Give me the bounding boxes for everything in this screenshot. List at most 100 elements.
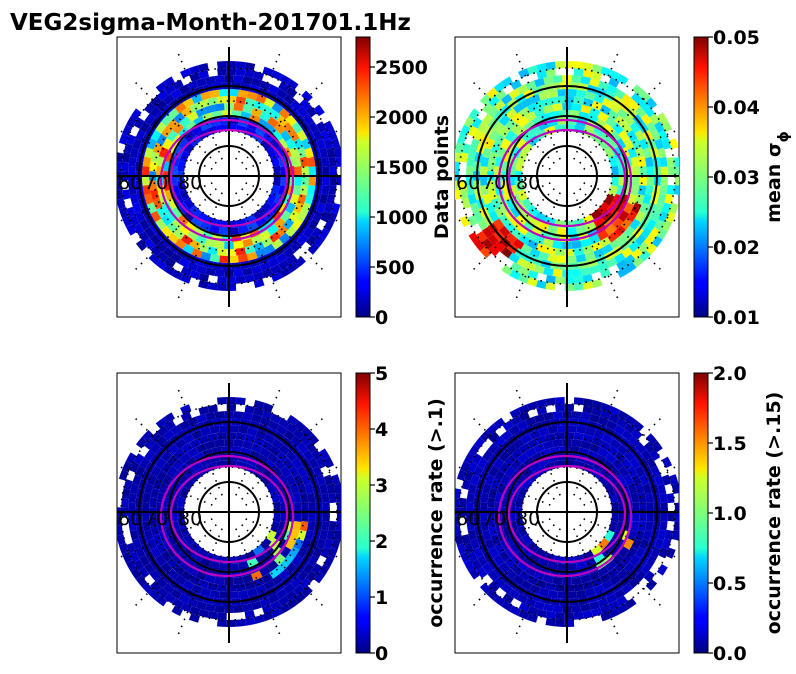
heatmap-bin bbox=[299, 98, 312, 111]
heatmap-bin bbox=[144, 562, 156, 575]
heatmap-bin bbox=[177, 516, 187, 528]
heatmap-bin bbox=[477, 121, 488, 133]
heatmap-bin bbox=[516, 420, 528, 431]
heatmap-bin bbox=[297, 570, 309, 582]
heatmap-bin bbox=[264, 216, 277, 229]
heatmap-bin bbox=[529, 551, 541, 564]
heatmap-bin bbox=[323, 456, 335, 469]
heatmap-bin bbox=[476, 566, 488, 579]
heatmap-bin bbox=[510, 415, 522, 427]
heatmap-bin bbox=[129, 529, 139, 541]
mlt-line-dotted bbox=[455, 518, 551, 560]
heatmap-bin bbox=[182, 243, 195, 255]
colorbar-tick-label: 0.5 bbox=[713, 573, 747, 595]
heatmap-bin bbox=[244, 610, 256, 619]
heatmap-bin bbox=[193, 451, 205, 463]
heatmap-bin bbox=[255, 551, 267, 564]
heatmap-bin bbox=[460, 215, 471, 228]
mlt-line-dotted bbox=[579, 188, 664, 273]
heatmap-bin bbox=[277, 138, 289, 150]
heatmap-bin bbox=[156, 425, 169, 437]
heatmap-bin bbox=[209, 589, 221, 599]
heatmap-bin bbox=[271, 102, 284, 114]
heatmap-bin bbox=[620, 122, 633, 134]
heatmap-bin bbox=[580, 603, 591, 612]
heatmap-bin bbox=[265, 146, 277, 159]
heatmap-bin bbox=[649, 113, 661, 125]
heatmap-bin bbox=[480, 492, 490, 504]
heatmap-bin bbox=[531, 561, 543, 573]
heatmap-bin bbox=[520, 97, 533, 109]
heatmap-bin bbox=[278, 232, 291, 245]
heatmap-bin bbox=[555, 276, 565, 284]
heatmap-bin bbox=[242, 104, 254, 114]
heatmap-bin bbox=[150, 581, 162, 593]
heatmap-bin bbox=[302, 226, 314, 239]
heatmap-bin bbox=[602, 459, 615, 472]
heatmap-bin bbox=[294, 512, 302, 522]
heatmap-bin bbox=[657, 483, 667, 495]
heatmap-bin bbox=[312, 210, 323, 223]
oval-boundary bbox=[169, 128, 289, 228]
heatmap-bin bbox=[554, 397, 565, 405]
colorbar-gradient bbox=[355, 36, 371, 318]
mlt-line-dotted bbox=[470, 524, 555, 609]
heatmap-bin bbox=[498, 550, 511, 563]
heatmap-bin bbox=[626, 465, 638, 478]
heatmap-bin bbox=[608, 607, 621, 619]
heatmap-bin bbox=[661, 456, 673, 469]
heatmap-bin bbox=[498, 450, 511, 463]
heatmap-bin bbox=[291, 218, 303, 231]
heatmap-bin bbox=[473, 129, 484, 142]
heatmap-bin bbox=[498, 114, 511, 127]
heatmap-bin bbox=[480, 502, 488, 512]
heatmap-bin bbox=[217, 68, 227, 76]
heatmap-bin bbox=[635, 442, 647, 454]
heatmap-bin bbox=[557, 89, 567, 97]
heatmap-bin bbox=[516, 593, 528, 604]
heatmap-bin bbox=[271, 574, 284, 586]
heatmap-bin bbox=[263, 579, 276, 591]
heatmap-bin bbox=[149, 497, 158, 508]
heatmap-bin bbox=[612, 217, 624, 230]
heatmap-bin bbox=[251, 443, 263, 454]
heatmap-bin bbox=[198, 70, 210, 80]
colorbar-tick-label: 1500 bbox=[375, 157, 428, 179]
heatmap-bin bbox=[118, 207, 129, 219]
heatmap-bin bbox=[660, 512, 668, 522]
heatmap-bin bbox=[668, 138, 679, 150]
heatmap-bin bbox=[615, 138, 627, 150]
heatmap-bin bbox=[660, 502, 668, 512]
heatmap-bin bbox=[162, 583, 175, 595]
heatmap-bin bbox=[148, 253, 161, 265]
heatmap-bin bbox=[244, 550, 257, 561]
heatmap-bin bbox=[273, 512, 281, 523]
heatmap-bin bbox=[214, 605, 225, 613]
heatmap-bin bbox=[248, 113, 261, 125]
heatmap-bin bbox=[290, 240, 303, 253]
heatmap-bin bbox=[132, 538, 142, 550]
heatmap-bin bbox=[529, 460, 541, 473]
heatmap-bin bbox=[634, 129, 646, 142]
heatmap-bin bbox=[235, 68, 246, 77]
heatmap-bin bbox=[480, 166, 488, 176]
heatmap-bin bbox=[148, 589, 161, 601]
heatmap-bin bbox=[229, 591, 239, 599]
heatmap-bin bbox=[171, 269, 184, 281]
heatmap-bin bbox=[527, 605, 539, 616]
heatmap-bin bbox=[118, 133, 129, 145]
heatmap-bin bbox=[464, 470, 474, 482]
heatmap-bin bbox=[493, 81, 506, 93]
heatmap-bin bbox=[297, 106, 309, 118]
heatmap-bin bbox=[637, 241, 650, 254]
heatmap-bin bbox=[618, 546, 630, 559]
heatmap-bin bbox=[643, 570, 655, 583]
heatmap-bin bbox=[214, 240, 225, 249]
heatmap-bin bbox=[174, 438, 187, 450]
heatmap-bin bbox=[488, 525, 498, 537]
heatmap-bin bbox=[490, 198, 501, 210]
heatmap-bin bbox=[299, 434, 312, 447]
heatmap-bin bbox=[617, 410, 629, 421]
heatmap-bin bbox=[139, 457, 150, 469]
heatmap-bin bbox=[285, 86, 298, 98]
